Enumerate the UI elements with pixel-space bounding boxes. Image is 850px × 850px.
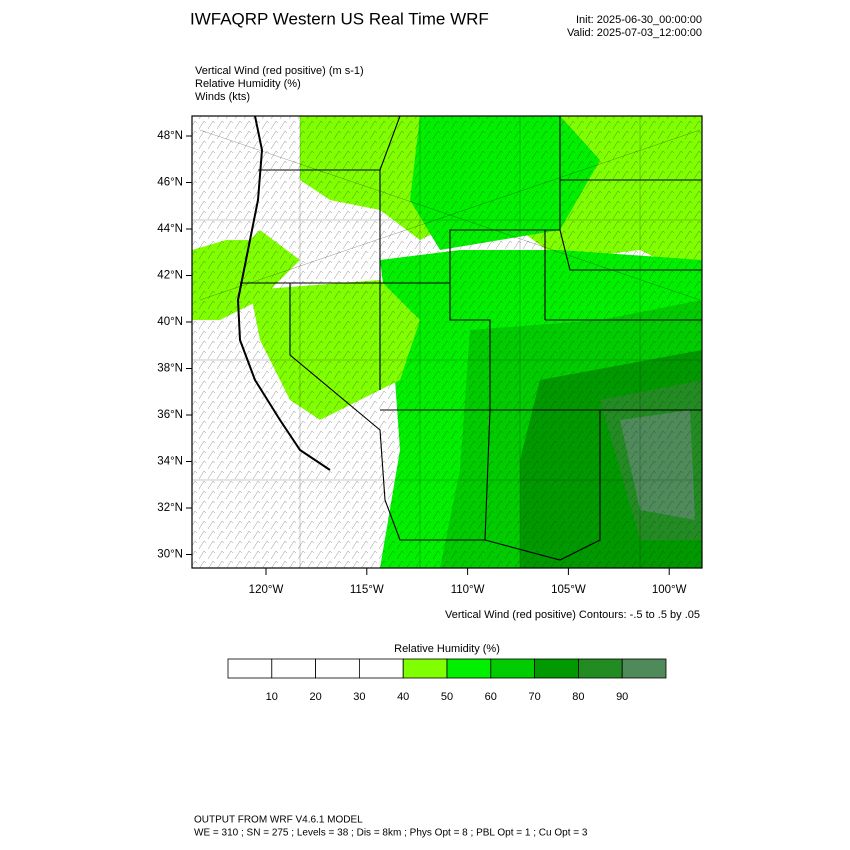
- colorbar-label: 90: [616, 691, 628, 703]
- lon-label: 120°W: [249, 584, 284, 596]
- colorbar-label: 40: [397, 691, 409, 703]
- init-time: Init: 2025-06-30_00:00:00: [576, 14, 702, 26]
- colorbar-box: [315, 658, 360, 679]
- lat-label: 42°N: [157, 270, 183, 282]
- colorbar-label: 10: [266, 691, 278, 703]
- colorbar-box: [578, 658, 623, 679]
- colorbar-label: 60: [485, 691, 497, 703]
- lon-label: 110°W: [451, 584, 485, 596]
- lat-label: 38°N: [157, 363, 183, 375]
- colorbar-box: [534, 658, 579, 679]
- colorbar-label: 50: [441, 691, 453, 703]
- lat-label: 32°N: [157, 502, 183, 514]
- lat-label: 36°N: [157, 409, 183, 421]
- colorbar-label: 70: [528, 691, 540, 703]
- lat-label: 44°N: [157, 223, 183, 235]
- footer: OUTPUT FROM WRF V4.6.1 MODEL: [194, 815, 363, 826]
- colorbar-box: [271, 658, 316, 679]
- colorbar-box: [621, 658, 667, 679]
- colorbar-box: [446, 658, 492, 679]
- lon-label: 105°W: [551, 584, 586, 596]
- lon-label: 115°W: [350, 584, 384, 596]
- colorbar-label: 80: [572, 691, 584, 703]
- colorbar-box: [490, 658, 535, 679]
- lon-label: 100°W: [652, 584, 687, 596]
- lat-label: 48°N: [157, 130, 183, 142]
- colorbar-box: [358, 658, 404, 679]
- valid-time: Valid: 2025-07-03_12:00:00: [567, 27, 702, 39]
- colorbar-box: [227, 658, 273, 679]
- map: [192, 116, 702, 568]
- title: IWFAQRP Western US Real Time WRF: [190, 9, 489, 28]
- colorbar-box: [402, 658, 448, 679]
- lat-label: 34°N: [157, 456, 183, 468]
- lat-label: 40°N: [157, 316, 183, 328]
- colorbar-title: Relative Humidity (%): [394, 643, 500, 655]
- footer: WE = 310 ; SN = 275 ; Levels = 38 ; Dis …: [194, 828, 588, 839]
- contour-note: Vertical Wind (red positive) Contours: -…: [445, 609, 700, 621]
- lat-label: 46°N: [157, 177, 183, 189]
- colorbar-label: 30: [353, 691, 365, 703]
- colorbar-label: 20: [309, 691, 321, 703]
- map-frame: [191, 115, 703, 569]
- lat-label: 30°N: [157, 549, 183, 561]
- field-label: Winds (kts): [195, 91, 250, 103]
- field-label: Vertical Wind (red positive) (m s-1): [195, 65, 364, 77]
- field-label: Relative Humidity (%): [195, 78, 301, 90]
